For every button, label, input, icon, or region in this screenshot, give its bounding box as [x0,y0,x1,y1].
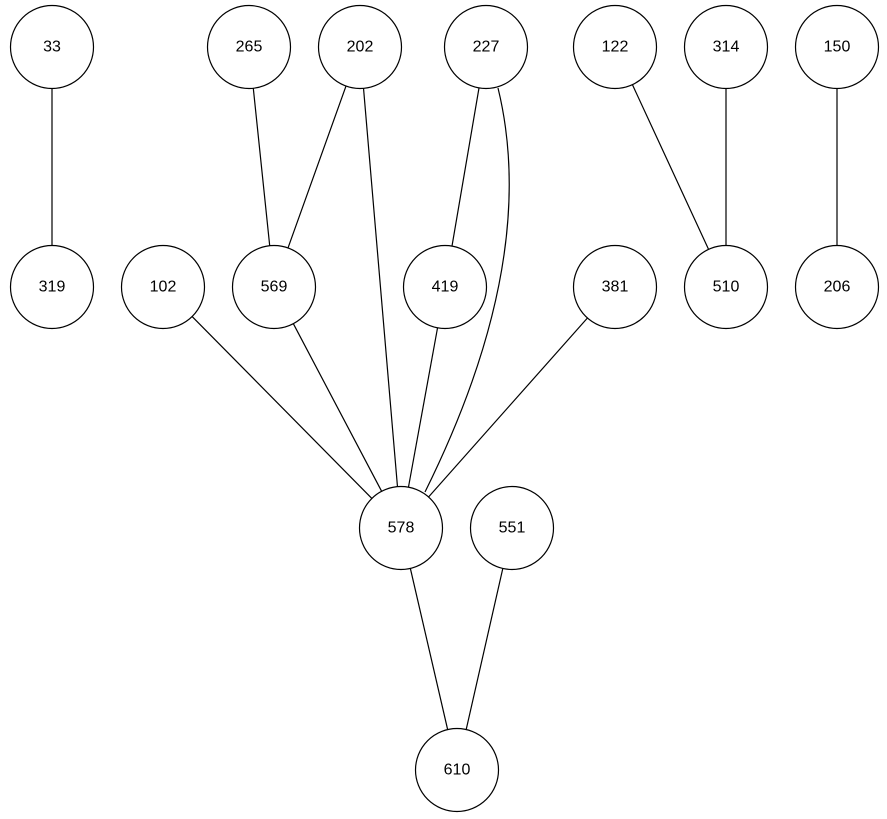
node-314: 314 [683,4,769,90]
node-circle [9,244,95,330]
node-label: 610 [444,762,471,779]
node-label: 206 [824,279,851,296]
node-circle [794,4,880,90]
node-circle [317,4,403,90]
node-label: 314 [713,39,740,56]
node-227: 227 [443,4,529,90]
node-label: 510 [713,279,740,296]
node-circle [683,244,769,330]
node-label: 33 [43,39,61,56]
node-label: 381 [602,279,629,296]
node-551: 551 [469,485,555,571]
edge-569-578 [292,323,383,492]
node-circle [469,485,555,571]
node-circle [414,727,500,813]
node-label: 102 [150,279,177,296]
node-label: 578 [388,520,415,537]
node-319: 319 [9,244,95,330]
node-circle [231,244,317,330]
nodes: 33 265 202 227 122 314 150 319 102 569 419 381 510 20… [9,4,880,813]
node-265: 265 [206,4,292,90]
node-label: 150 [824,39,851,56]
node-102: 102 [120,244,206,330]
edge-122-510 [631,84,710,250]
node-label: 551 [499,520,526,537]
edge-381-578 [428,317,588,498]
node-569: 569 [231,244,317,330]
node-circle [9,4,95,90]
node-circle [572,244,658,330]
node-label: 202 [347,39,374,56]
node-circle [443,4,529,90]
node-circle [572,4,658,90]
node-label: 227 [473,39,500,56]
node-circle [794,244,880,330]
node-label: 265 [236,39,263,56]
node-label: 122 [602,39,629,56]
node-419: 419 [402,244,488,330]
edge-578-610 [409,568,449,730]
edge-202-569 [287,85,347,249]
node-circle [683,4,769,90]
edge-227-578 [424,87,510,493]
node-circle [206,4,292,90]
node-578: 578 [358,485,444,571]
edge-265-569 [252,88,271,246]
edges [51,84,838,730]
node-510: 510 [683,244,769,330]
node-label: 319 [39,279,66,296]
node-circle [358,485,444,571]
edge-551-610 [465,568,504,730]
node-381: 381 [572,244,658,330]
node-610: 610 [414,727,500,813]
node-circle [120,244,206,330]
node-circle [402,244,488,330]
node-206: 206 [794,244,880,330]
edge-419-578 [407,327,439,488]
edge-227-419 [451,87,480,247]
edge-102-578 [191,316,373,499]
node-33: 33 [9,4,95,90]
edge-202-578 [362,88,399,487]
node-122: 122 [572,4,658,90]
node-label: 569 [261,279,288,296]
node-150: 150 [794,4,880,90]
node-202: 202 [317,4,403,90]
node-label: 419 [432,279,459,296]
